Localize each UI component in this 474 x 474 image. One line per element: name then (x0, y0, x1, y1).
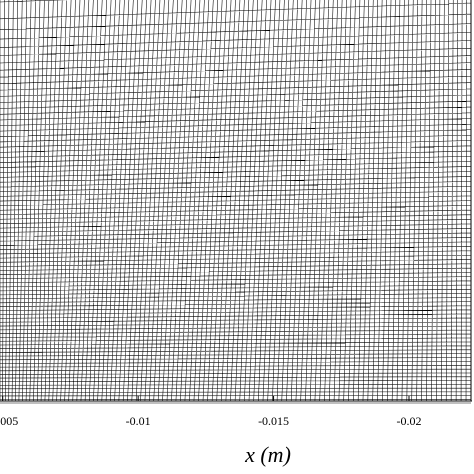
x-tick-label: -0.02 (396, 414, 421, 428)
mesh-lines (0, 0, 472, 404)
x-axis-label: x (m) (244, 442, 291, 467)
x-tick-label: -0.005 (0, 414, 18, 428)
mesh (0, 0, 472, 404)
x-tick-label: -0.015 (258, 414, 289, 428)
x-tick-label: -0.01 (126, 414, 151, 428)
